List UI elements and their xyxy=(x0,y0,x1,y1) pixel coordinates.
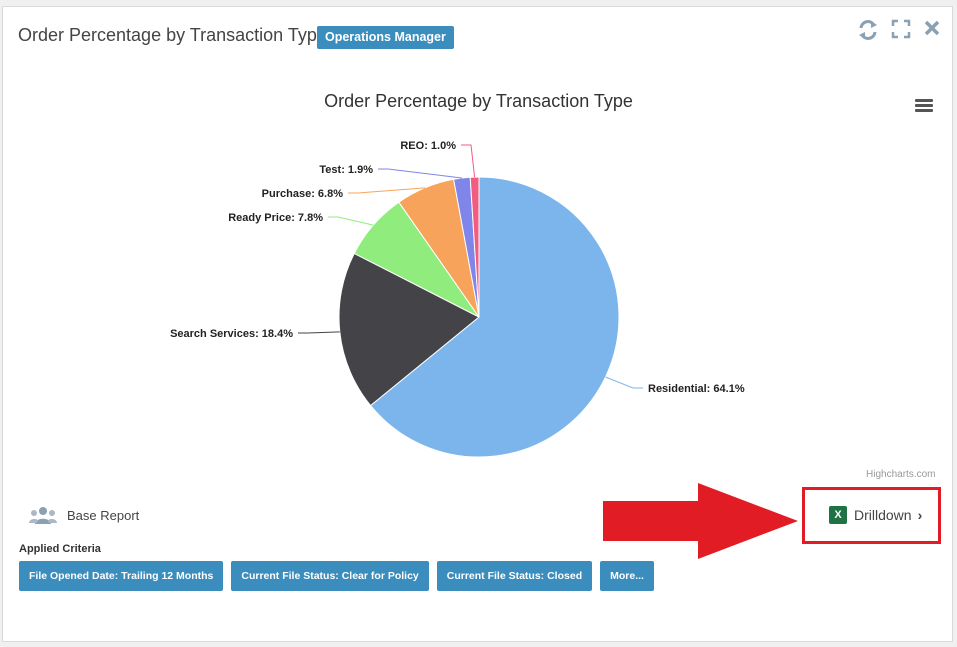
data-label: Purchase: 6.8% xyxy=(262,188,344,200)
role-badge: Operations Manager xyxy=(317,26,454,49)
data-label: Search Services: 18.4% xyxy=(170,328,293,340)
pie-chart: Residential: 64.1% Search Services: 18.4%… xyxy=(170,140,745,458)
excel-icon: X xyxy=(829,506,847,524)
chevron-right-icon: › xyxy=(917,507,923,523)
criteria-chip-status-clear-for-policy[interactable]: Current File Status: Clear for Policy xyxy=(231,561,429,591)
drilldown-button[interactable]: X Drilldown › xyxy=(829,503,922,527)
base-report-link[interactable]: Base Report xyxy=(29,503,139,527)
applied-criteria-label: Applied Criteria xyxy=(19,543,101,555)
drilldown-label: Drilldown xyxy=(854,507,912,523)
expand-icon[interactable] xyxy=(889,19,913,43)
hamburger-menu-icon[interactable] xyxy=(915,99,933,113)
data-label: Test: 1.9% xyxy=(319,164,373,176)
pie-slice-search-services[interactable] xyxy=(338,252,480,407)
data-label: Ready Price: 7.8% xyxy=(228,212,323,224)
criteria-more-button[interactable]: More... xyxy=(600,561,654,591)
chart-title: Order Percentage by Transaction Type xyxy=(324,91,633,111)
criteria-chip-status-closed[interactable]: Current File Status: Closed xyxy=(436,561,593,591)
connector-line xyxy=(461,144,476,178)
close-icon[interactable] xyxy=(920,19,944,43)
connector-line xyxy=(605,376,643,389)
criteria-chip-file-opened-date[interactable]: File Opened Date: Trailing 12 Months xyxy=(19,561,224,591)
refresh-icon[interactable] xyxy=(856,19,880,43)
connector-line xyxy=(378,168,462,179)
data-label: REO: 1.0% xyxy=(400,140,456,152)
drilldown-highlight-box xyxy=(802,487,941,544)
widget-title: Order Percentage by Transaction Type xyxy=(18,25,327,45)
highcharts-credits[interactable]: Highcharts.com xyxy=(866,469,936,480)
criteria-chips: File Opened Date: Trailing 12 Months Cur… xyxy=(19,561,654,591)
red-arrow-annotation xyxy=(603,483,798,559)
users-icon xyxy=(29,507,57,524)
connector-line xyxy=(348,187,426,194)
data-label: Residential: 64.1% xyxy=(648,383,745,395)
base-report-label: Base Report xyxy=(67,507,140,523)
widget-panel: Order Percentage by Transaction Type Ope… xyxy=(2,6,953,642)
connector-line xyxy=(328,216,374,226)
connector-line xyxy=(298,331,340,334)
